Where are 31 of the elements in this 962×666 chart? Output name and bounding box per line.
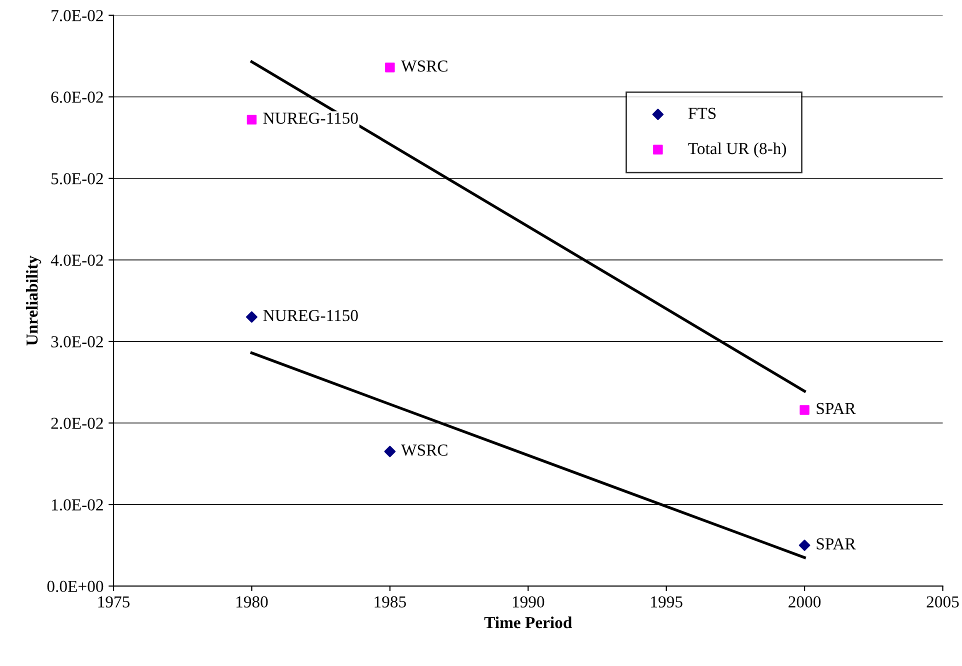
y-tick-label: 4.0E-02 [50,254,103,266]
x-tick-label: 1990 [512,596,544,608]
y-tick-label: 1.0E-02 [52,499,103,511]
y-tick-label: 6.0E-02 [51,92,103,103]
y-tick-label: 5.0E-02 [52,173,103,184]
point [798,540,810,552]
x-tick-label: 1995 [651,596,682,608]
x-tick-label: 1980 [236,596,268,608]
x-tick-label: 2005 [926,596,959,608]
annotation: SPAR [816,402,856,414]
legend-label: Total UR (8-h) [688,142,786,158]
x-tick-label: 1985 [374,596,406,608]
y-tick-label: 3.0E-02 [51,336,103,348]
x-axis-title: Time Period [484,616,572,628]
point [800,405,810,415]
annotation: WSRC [401,60,448,72]
y-tick-label: 0.0E+00 [47,580,104,592]
x-tick-label: 1975 [98,596,130,608]
point [385,62,395,72]
y-axis-title: Unreliability [26,256,42,346]
point [384,446,396,458]
annotation: NUREG-1150 [263,112,358,124]
legend-label: FTS [688,108,716,119]
point [246,311,258,323]
y-tick-label: 2.0E-02 [51,418,103,430]
annotation: SPAR [816,538,856,550]
annotation: NUREG-1150 [263,310,358,322]
y-tick-label: 7.0E-02 [52,10,103,22]
point [246,114,257,125]
annotation: WSRC [401,444,448,456]
x-tick-label: 2000 [788,596,821,608]
